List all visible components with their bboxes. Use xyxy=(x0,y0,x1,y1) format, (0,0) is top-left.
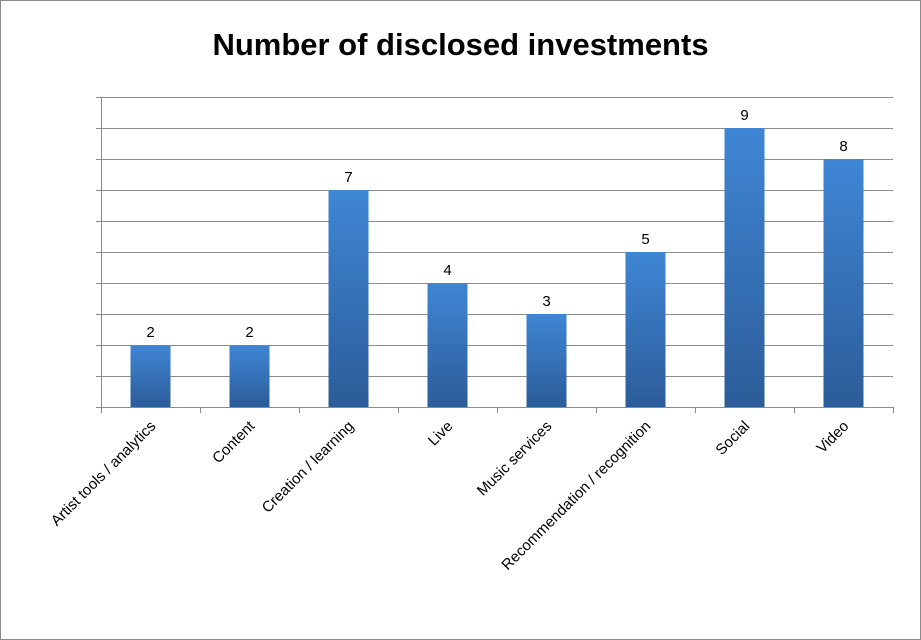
bars xyxy=(130,128,864,407)
category-label: Content xyxy=(209,417,259,467)
bar-value-label: 7 xyxy=(344,169,352,186)
category-label: Artist tools / analytics xyxy=(48,418,160,530)
category-label: Social xyxy=(712,418,753,459)
gridlines xyxy=(101,97,893,377)
bar xyxy=(823,159,864,407)
bar-value-label: 4 xyxy=(443,262,451,279)
bar-value-label: 8 xyxy=(839,138,847,155)
category-label: Creation / learning xyxy=(259,418,358,517)
category-label: Video xyxy=(813,418,852,457)
category-label: Music services xyxy=(474,418,556,500)
bar xyxy=(328,190,369,407)
bar xyxy=(427,283,468,407)
axes xyxy=(96,97,894,413)
category-labels: Artist tools / analytics Content Creation … xyxy=(48,417,853,573)
bar xyxy=(229,345,270,407)
bar-value-label: 5 xyxy=(641,231,649,248)
bar-value-label: 2 xyxy=(245,324,253,341)
data-labels: 2 2 7 4 3 5 9 8 xyxy=(146,107,847,341)
chart-title: Number of disclosed investments xyxy=(212,27,709,62)
bar-value-label: 9 xyxy=(740,107,748,124)
bar-value-label: 3 xyxy=(542,293,550,310)
bar xyxy=(526,314,567,407)
bar xyxy=(625,252,666,407)
bar xyxy=(130,345,171,407)
bar xyxy=(724,128,765,407)
category-label: Live xyxy=(425,418,456,449)
bar-value-label: 2 xyxy=(146,324,154,341)
